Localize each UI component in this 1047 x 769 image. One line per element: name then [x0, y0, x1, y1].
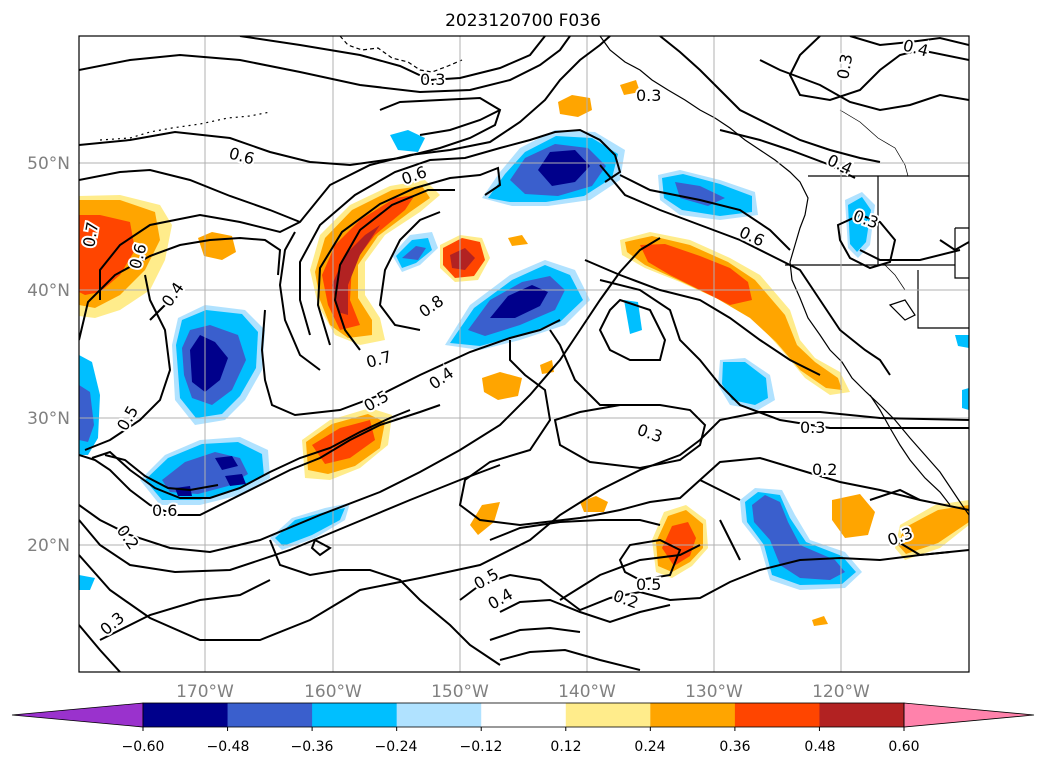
shaded-field	[79, 80, 969, 626]
colorbar-cells	[11, 702, 1035, 731]
lat-label: 50°N	[27, 154, 70, 174]
lon-label: 150°W	[431, 682, 489, 702]
colorbar-cell	[650, 703, 736, 727]
lon-label: 140°W	[558, 682, 616, 702]
colorbar-tick-label: 0.12	[550, 739, 581, 755]
lon-label: 120°W	[812, 682, 870, 702]
colorbar-cell	[819, 703, 905, 727]
contour-label: 0.2	[812, 460, 837, 479]
lat-labels: 50°N 40°N 30°N 20°N	[27, 154, 70, 556]
colorbar-cell	[565, 703, 651, 727]
colorbar-cell	[396, 703, 482, 727]
contours	[79, 36, 969, 672]
lon-label: 130°W	[685, 682, 743, 702]
contour-label: 0.6	[152, 501, 177, 520]
colorbar-cell	[734, 703, 820, 727]
colorbar-tick-label: −0.24	[375, 739, 418, 755]
colorbar-tick-label: −0.60	[122, 739, 165, 755]
colorbar-tick-label: −0.36	[291, 739, 334, 755]
colorbar-cell	[312, 703, 398, 727]
lat-label: 40°N	[27, 281, 70, 301]
colorbar: −0.60 −0.48 −0.36 −0.24 −0.12 0.12 0.24 …	[11, 702, 1035, 755]
colorbar-cell	[143, 703, 229, 727]
colorbar-tick-label: −0.48	[207, 739, 250, 755]
colorbar-cell	[481, 703, 567, 727]
lon-label: 160°W	[304, 682, 362, 702]
contour-label: 0.3	[800, 418, 825, 437]
map-title: 2023120700 F036	[445, 11, 601, 31]
colorbar-frame	[142, 702, 905, 728]
colorbar-over-triangle	[903, 702, 1035, 728]
colorbar-tick-label: 0.36	[719, 739, 750, 755]
map-frame	[78, 35, 970, 673]
colorbar-under-triangle	[11, 702, 144, 728]
colorbar-tick-label: 0.24	[634, 739, 665, 755]
lat-label: 30°N	[27, 409, 70, 429]
colorbar-cell	[227, 703, 313, 727]
lon-label: 170°W	[176, 682, 234, 702]
coastlines	[99, 36, 969, 516]
map-area: 0.3 0.3 0.4 0.3 0.6 0.6 0.4 0.3 0.7 0.6 …	[79, 36, 969, 672]
colorbar-ticks: −0.60 −0.48 −0.36 −0.24 −0.12 0.12 0.24 …	[122, 739, 920, 755]
lon-labels: 170°W 160°W 150°W 140°W 130°W 120°W	[176, 682, 870, 702]
graticule	[79, 36, 969, 672]
colorbar-tick-label: −0.12	[460, 739, 503, 755]
contour-label: 0.5	[636, 575, 661, 594]
lat-label: 20°N	[27, 536, 70, 556]
colorbar-tick-label: 0.60	[888, 739, 919, 755]
colorbar-tick-label: 0.48	[804, 739, 835, 755]
contour-label: 0.3	[636, 86, 661, 105]
contour-label: 0.3	[420, 70, 445, 89]
